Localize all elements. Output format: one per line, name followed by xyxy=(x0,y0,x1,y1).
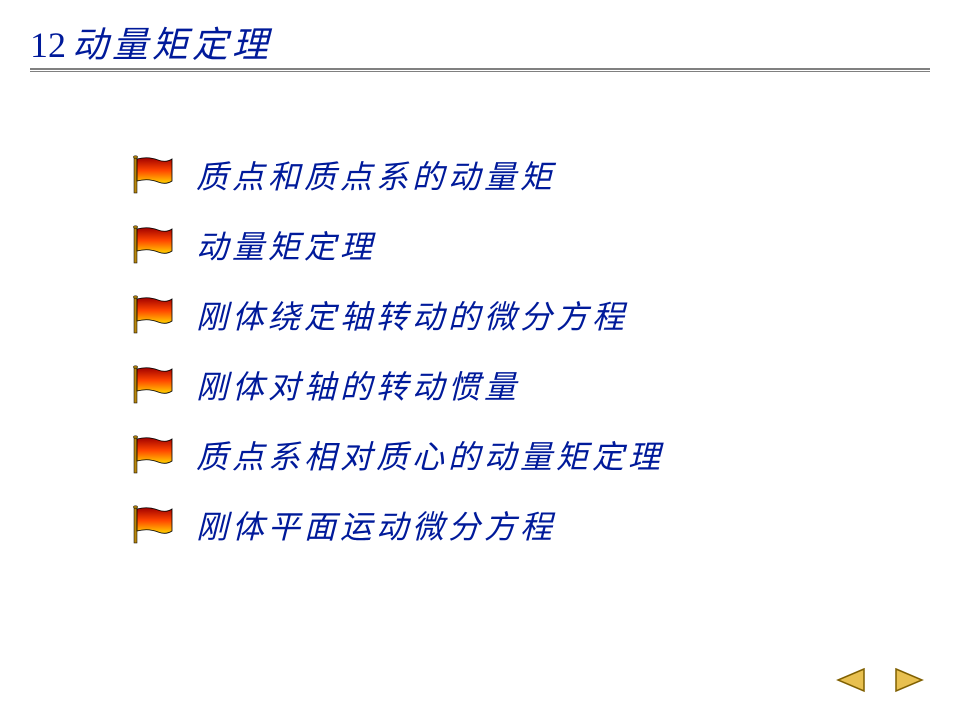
flag-icon xyxy=(130,295,174,335)
toc-item[interactable]: 刚体对轴的转动惯量 xyxy=(130,350,664,420)
flag-icon xyxy=(130,155,174,195)
horizontal-rule xyxy=(30,68,930,72)
flag-icon xyxy=(130,365,174,405)
flag-icon xyxy=(130,505,174,545)
title-text: 动量矩定理 xyxy=(72,25,272,65)
toc-item-label: 刚体平面运动微分方程 xyxy=(196,502,556,548)
toc-item-label: 质点和质点系的动量矩 xyxy=(196,152,556,198)
flag-icon xyxy=(130,225,174,265)
flag-icon xyxy=(130,435,174,475)
toc-item[interactable]: 动量矩定理 xyxy=(130,210,664,280)
page-title: 12动量矩定理 xyxy=(30,16,272,68)
toc-item[interactable]: 刚体平面运动微分方程 xyxy=(130,490,664,560)
toc-item[interactable]: 质点系相对质心的动量矩定理 xyxy=(130,420,664,490)
prev-button[interactable] xyxy=(830,665,870,700)
toc-item-label: 刚体绕定轴转动的微分方程 xyxy=(196,292,628,338)
next-button[interactable] xyxy=(890,665,930,700)
toc-item[interactable]: 刚体绕定轴转动的微分方程 xyxy=(130,280,664,350)
nav-controls xyxy=(830,665,930,700)
toc-item[interactable]: 质点和质点系的动量矩 xyxy=(130,140,664,210)
toc-item-label: 动量矩定理 xyxy=(196,222,376,268)
title-number: 12 xyxy=(30,25,66,65)
toc-item-label: 刚体对轴的转动惯量 xyxy=(196,362,520,408)
toc-item-label: 质点系相对质心的动量矩定理 xyxy=(196,432,664,478)
table-of-contents: 质点和质点系的动量矩 动量矩定理 刚体绕定轴转动的微分方程 xyxy=(130,140,664,560)
arrow-left-icon xyxy=(830,665,870,695)
arrow-right-icon xyxy=(890,665,930,695)
